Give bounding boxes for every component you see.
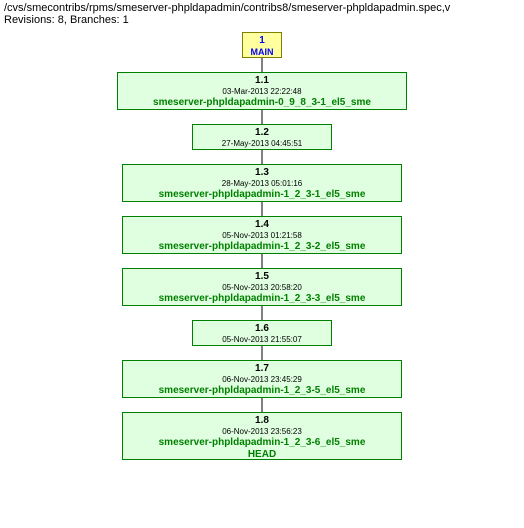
edge [262,254,263,268]
revision-node: 1.7 06-Nov-2013 23:45:29 smeserver-phpld… [122,360,402,398]
revision-version: 1.8 [127,415,397,427]
edge [262,398,263,412]
revision-node: 1.2 27-May-2013 04:45:51 [192,124,332,150]
revision-head: HEAD [127,449,397,461]
branch-label: MAIN [247,47,277,58]
revision-node: 1.8 06-Nov-2013 23:56:23 smeserver-phpld… [122,412,402,460]
revision-version: 1.2 [197,127,327,139]
revision-version: 1.4 [127,219,397,231]
revision-tree: 1 MAIN 1.1 03-Mar-2013 22:22:48 smeserve… [0,28,524,528]
revision-version: 1.5 [127,271,397,283]
revision-node: 1.4 05-Nov-2013 01:21:58 smeserver-phpld… [122,216,402,254]
branch-main: 1 MAIN [242,32,282,58]
file-meta: Revisions: 8, Branches: 1 [4,14,520,26]
edge [262,110,263,124]
revision-date: 03-Mar-2013 22:22:48 [122,87,402,97]
edge [262,346,263,360]
revision-version: 1.1 [122,75,402,87]
revision-date: 28-May-2013 05:01:16 [127,179,397,189]
revision-tag: smeserver-phpldapadmin-1_2_3-5_el5_sme [127,385,397,397]
revision-node: 1.3 28-May-2013 05:01:16 smeserver-phpld… [122,164,402,202]
revision-version: 1.6 [197,323,327,335]
revision-node: 1.6 05-Nov-2013 21:55:07 [192,320,332,346]
revision-version: 1.7 [127,363,397,375]
revision-version: 1.3 [127,167,397,179]
edge [262,58,263,72]
edge [262,306,263,320]
revision-tag: smeserver-phpldapadmin-1_2_3-2_el5_sme [127,241,397,253]
revision-date: 06-Nov-2013 23:56:23 [127,427,397,437]
revision-node: 1.5 05-Nov-2013 20:58:20 smeserver-phpld… [122,268,402,306]
revision-tag: smeserver-phpldapadmin-1_2_3-3_el5_sme [127,293,397,305]
revision-date: 06-Nov-2013 23:45:29 [127,375,397,385]
edge [262,202,263,216]
revision-node: 1.1 03-Mar-2013 22:22:48 smeserver-phpld… [117,72,407,110]
file-path: /cvs/smecontribs/rpms/smeserver-phpldapa… [4,2,520,14]
revision-tag: smeserver-phpldapadmin-1_2_3-6_el5_sme [127,437,397,449]
revision-tag: smeserver-phpldapadmin-0_9_8_3-1_el5_sme [122,97,402,109]
file-header: /cvs/smecontribs/rpms/smeserver-phpldapa… [0,0,524,28]
revision-date: 05-Nov-2013 21:55:07 [197,335,327,345]
edge [262,150,263,164]
branch-number: 1 [247,35,277,47]
revision-date: 05-Nov-2013 20:58:20 [127,283,397,293]
revision-tag: smeserver-phpldapadmin-1_2_3-1_el5_sme [127,189,397,201]
revision-date: 27-May-2013 04:45:51 [197,139,327,149]
revision-date: 05-Nov-2013 01:21:58 [127,231,397,241]
